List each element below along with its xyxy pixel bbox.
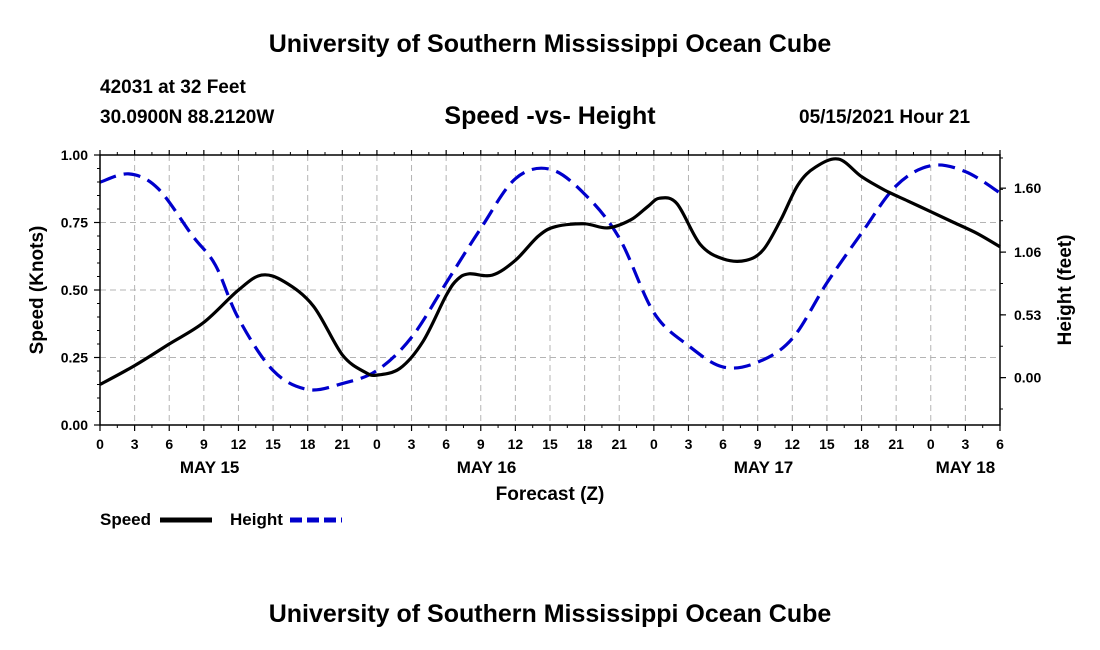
x-tick-label: 3 bbox=[131, 436, 139, 452]
x-tick-label: 15 bbox=[819, 436, 835, 452]
y-right-tick-label: 0.53 bbox=[1014, 307, 1041, 323]
x-day-label: MAY 15 bbox=[180, 458, 240, 477]
grid-lines bbox=[100, 155, 1000, 425]
x-tick-label: 3 bbox=[961, 436, 969, 452]
y-left-tick-label: 0.75 bbox=[61, 215, 88, 231]
x-day-label: MAY 17 bbox=[734, 458, 794, 477]
y-axis-label-left: Speed (Knots) bbox=[27, 226, 48, 355]
x-tick-label: 6 bbox=[996, 436, 1004, 452]
x-tick-label: 0 bbox=[373, 436, 381, 452]
legend-height-label: Height bbox=[230, 510, 283, 529]
x-tick-label: 3 bbox=[685, 436, 693, 452]
height-line bbox=[99, 163, 1001, 392]
x-axis-label: Forecast (Z) bbox=[496, 484, 605, 505]
y-right-tick-label: 0.00 bbox=[1014, 370, 1041, 386]
station-coordinates: 30.0900N 88.2120W bbox=[100, 107, 275, 128]
station-label: 42031 at 32 Feet bbox=[100, 77, 246, 98]
data-series bbox=[99, 157, 1001, 392]
x-tick-label: 0 bbox=[96, 436, 104, 452]
y-axis-label-right: Height (feet) bbox=[1055, 235, 1076, 346]
y-left-tick-label: 0.25 bbox=[61, 350, 88, 366]
x-day-label: MAY 18 bbox=[936, 458, 996, 477]
x-tick-label: 9 bbox=[754, 436, 762, 452]
x-tick-label: 0 bbox=[927, 436, 935, 452]
chart-title: Speed -vs- Height bbox=[444, 102, 656, 130]
x-tick-label: 15 bbox=[265, 436, 281, 452]
legend-speed-label: Speed bbox=[100, 510, 151, 529]
forecast-datetime: 05/15/2021 Hour 21 bbox=[799, 107, 971, 128]
x-tick-label: 6 bbox=[165, 436, 173, 452]
x-day-label: MAY 16 bbox=[457, 458, 517, 477]
y-left-tick-label: 0.50 bbox=[61, 282, 88, 298]
x-tick-label: 18 bbox=[577, 436, 593, 452]
footer-title: University of Southern Mississippi Ocean… bbox=[268, 600, 832, 628]
plot-frame bbox=[99, 154, 1001, 426]
x-tick-label: 6 bbox=[442, 436, 450, 452]
axis-labels: 0 3 6 9 12 15 18 21 0 3 6 9 12 15 18 21 0 3 6 9 12 15 18 21 0 3 6M… bbox=[61, 147, 1042, 477]
y-left-tick-label: 0.00 bbox=[61, 417, 88, 433]
x-tick-label: 9 bbox=[477, 436, 485, 452]
x-tick-label: 18 bbox=[854, 436, 870, 452]
x-tick-label: 21 bbox=[888, 436, 904, 452]
y-right-tick-label: 1.60 bbox=[1014, 180, 1041, 196]
x-tick-label: 21 bbox=[611, 436, 627, 452]
x-tick-label: 12 bbox=[231, 436, 247, 452]
x-tick-label: 0 bbox=[650, 436, 658, 452]
y-left-tick-label: 1.00 bbox=[61, 147, 88, 163]
x-tick-label: 6 bbox=[719, 436, 727, 452]
y-right-tick-label: 1.06 bbox=[1014, 244, 1041, 260]
legend: Speed Height bbox=[100, 510, 342, 529]
x-tick-label: 12 bbox=[508, 436, 524, 452]
x-tick-label: 9 bbox=[200, 436, 208, 452]
page-title: University of Southern Mississippi Ocean… bbox=[268, 30, 832, 58]
x-tick-label: 12 bbox=[785, 436, 801, 452]
x-tick-label: 21 bbox=[335, 436, 351, 452]
speed-line bbox=[99, 157, 1001, 386]
x-tick-label: 18 bbox=[300, 436, 316, 452]
x-tick-label: 3 bbox=[408, 436, 416, 452]
x-tick-label: 15 bbox=[542, 436, 558, 452]
